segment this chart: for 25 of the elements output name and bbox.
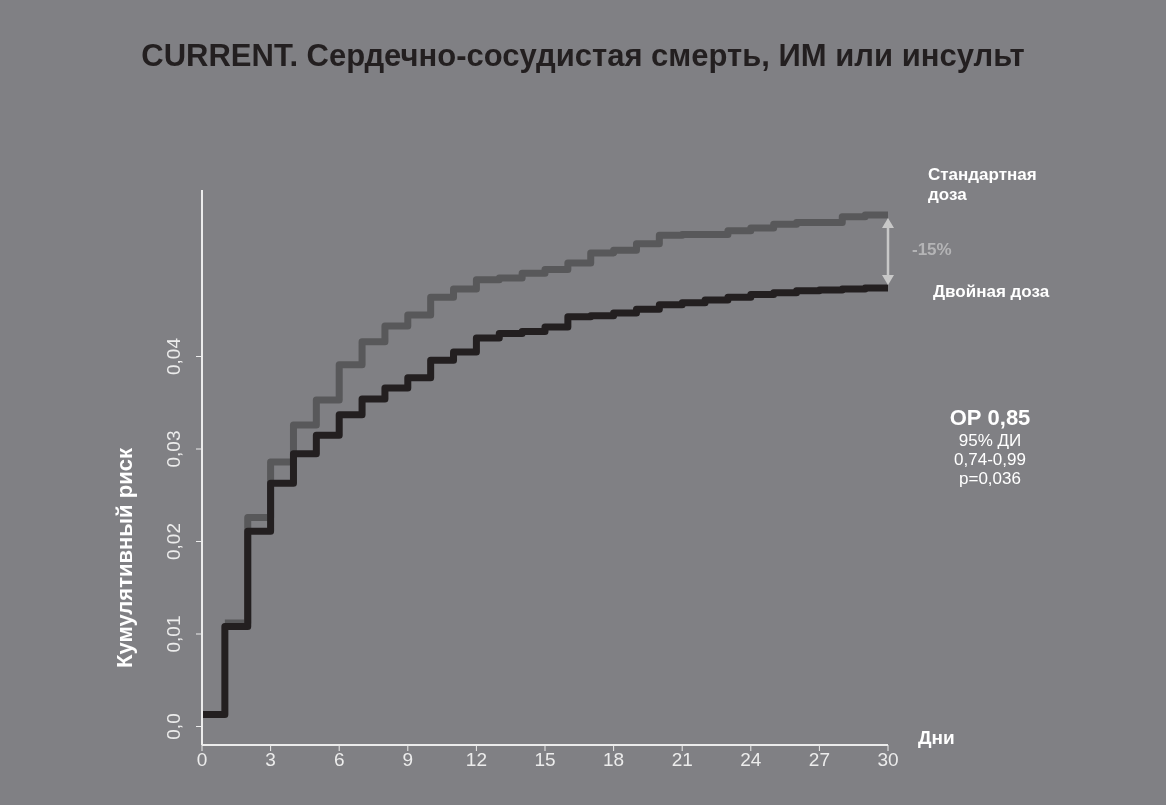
x-tick-label: 12 <box>465 749 487 771</box>
text: 95% ДИ <box>957 431 1023 450</box>
y-tick-label: 0,0 <box>163 713 184 740</box>
x-tick-label: 21 <box>671 749 693 771</box>
text: p=0,036 <box>958 469 1022 488</box>
x-tick-label: 3 <box>265 749 276 771</box>
x-tick-label: 24 <box>740 749 762 771</box>
x-tick-label: 18 <box>603 749 625 771</box>
x-tick-label: 6 <box>333 749 345 771</box>
text: 0,74-0,99 <box>953 450 1027 469</box>
x-axis-title: Дни <box>918 727 955 749</box>
x-tick-label: 0 <box>196 749 208 771</box>
y-tick-label: 0,03 <box>163 430 184 468</box>
text: ОР 0,85 <box>948 405 1032 431</box>
text: Двойная доза <box>933 282 1051 303</box>
y-tick-label: 0,04 <box>163 337 184 375</box>
x-tick-label: 15 <box>534 749 556 771</box>
y-tick-label: 0,02 <box>163 523 184 560</box>
chart-title: CURRENT. Сердечно-сосудистая смерть, ИМ или инсульт <box>140 38 1026 74</box>
text: Стандартная доза <box>928 164 1038 205</box>
x-tick-label: 27 <box>808 749 830 771</box>
x-tick-label: 9 <box>402 749 414 771</box>
y-axis-title: Кумулятивный риск <box>112 447 138 668</box>
y-tick-label: 0,01 <box>163 615 184 653</box>
x-tick-label: 30 <box>877 749 899 771</box>
